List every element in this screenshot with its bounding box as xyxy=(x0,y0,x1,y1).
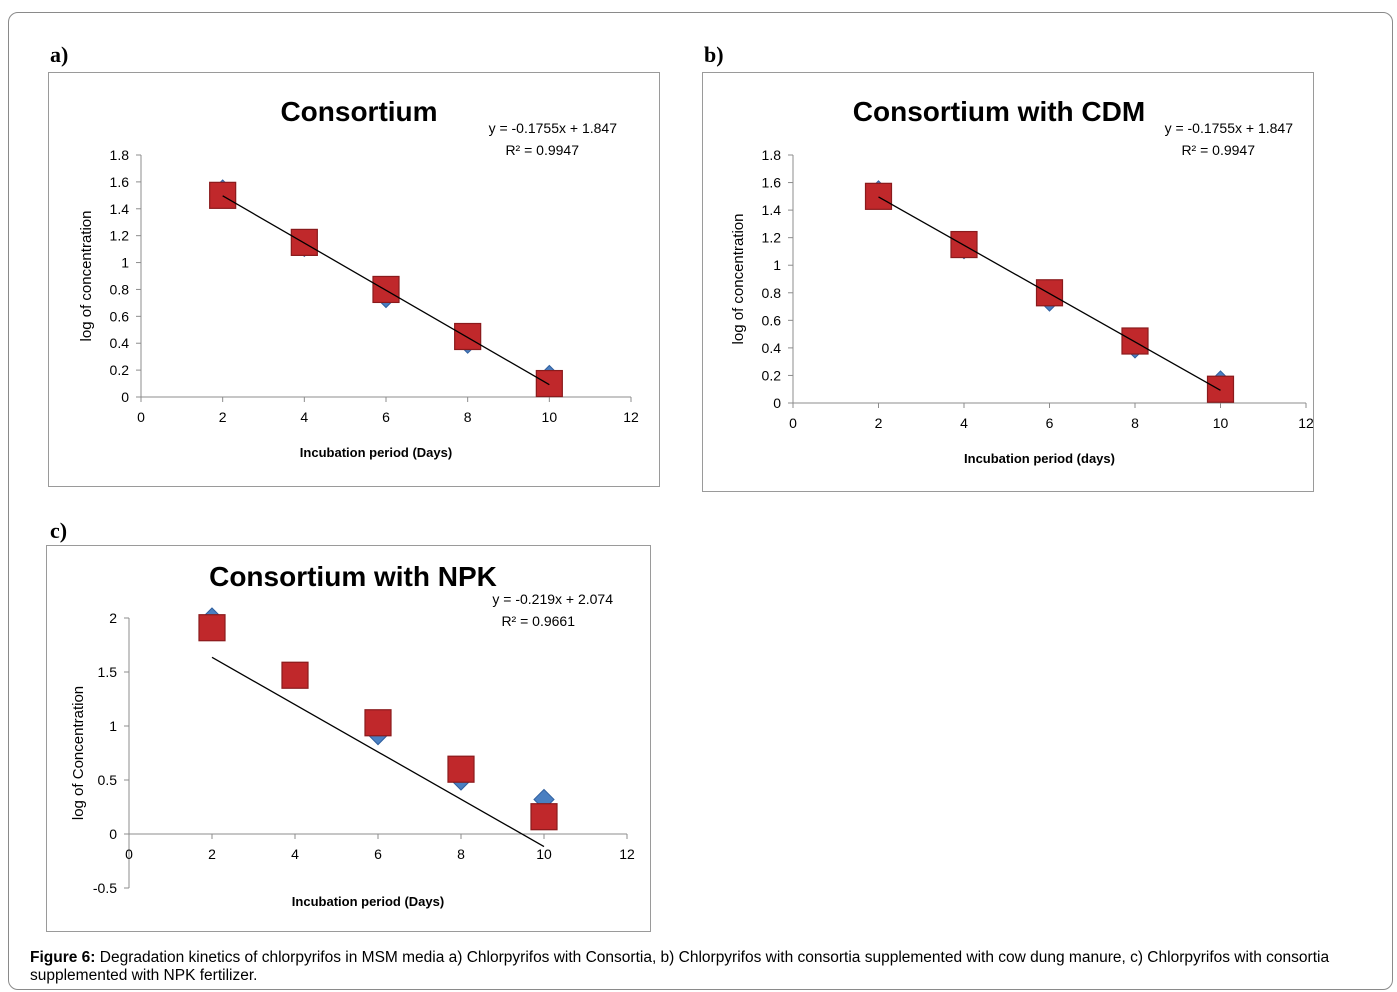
y-tick-label: 0.8 xyxy=(110,281,130,297)
y-axis-label: log of concentration xyxy=(78,211,95,342)
y-tick-label: 1.8 xyxy=(762,147,782,163)
y-tick-label: 1 xyxy=(109,718,117,734)
y-tick-label: 0.4 xyxy=(762,340,782,356)
panel-label-b: b) xyxy=(704,42,724,67)
x-tick-label: 12 xyxy=(1298,415,1314,431)
x-tick-label: 8 xyxy=(457,846,465,862)
y-tick-label: 1.8 xyxy=(110,147,130,163)
y-tick-label: 1.2 xyxy=(762,230,782,246)
y-tick-label: 0.8 xyxy=(762,285,782,301)
x-axis-label: Incubation period (Days) xyxy=(300,445,452,460)
x-tick-label: 0 xyxy=(137,409,145,425)
x-tick-label: 4 xyxy=(291,846,299,862)
trendline-equation: y = -0.1755x + 1.847 xyxy=(1165,120,1294,136)
square-point xyxy=(1121,327,1149,355)
x-tick-label: 12 xyxy=(623,409,639,425)
chart-b-svg: Consortium with CDM y = -0.1755x + 1.847 R… xyxy=(730,96,1314,466)
trendline-equation: y = -0.219x + 2.074 xyxy=(492,591,613,607)
square-point xyxy=(864,182,893,210)
panel-label-c: c) xyxy=(50,518,68,543)
y-tick-label: 1.4 xyxy=(762,202,782,218)
square-point xyxy=(454,322,482,351)
y-axis-label: log of Concentration xyxy=(70,686,87,820)
chart-title: Consortium with CDM xyxy=(853,96,1145,127)
y-tick-label: 0 xyxy=(121,389,129,405)
chart-b: Consortium with CDM y = -0.1755x + 1.847 R… xyxy=(702,72,1314,492)
square-point xyxy=(535,369,563,398)
y-tick-label: 0.6 xyxy=(110,308,130,324)
y-axis-label: log of concentration xyxy=(730,214,747,345)
x-tick-label: 8 xyxy=(1131,415,1139,431)
square-point xyxy=(530,803,558,831)
chart-title: Consortium with NPK xyxy=(209,561,497,592)
caption-text: Degradation kinetics of chlorpyrifos in … xyxy=(30,949,1330,984)
x-tick-label: 4 xyxy=(300,409,308,425)
x-tick-label: 12 xyxy=(619,846,635,862)
y-tick-label: 1 xyxy=(773,257,781,273)
y-tick-label: 1.6 xyxy=(762,175,782,191)
y-tick-label: 0.2 xyxy=(110,362,130,378)
y-tick-label: 0.4 xyxy=(110,335,130,351)
x-tick-label: 2 xyxy=(219,409,227,425)
caption-label: Figure 6: xyxy=(30,949,96,966)
chart-title: Consortium xyxy=(280,96,437,127)
y-tick-label: 2 xyxy=(109,610,117,626)
chart-a-svg: Consortium y = -0.1755x + 1.847 R² = 0.994… xyxy=(78,96,639,460)
x-tick-label: 8 xyxy=(464,409,472,425)
x-tick-label: 10 xyxy=(1213,415,1229,431)
y-tick-label: 1.4 xyxy=(110,201,130,217)
linear-trendline xyxy=(878,196,1221,391)
x-tick-label: 6 xyxy=(382,409,390,425)
x-tick-label: 6 xyxy=(374,846,382,862)
y-tick-label: 0.6 xyxy=(762,312,782,328)
x-tick-label: 2 xyxy=(875,415,883,431)
y-tick-label: 0.5 xyxy=(98,772,118,788)
figure-frame xyxy=(8,12,1393,990)
linear-trendline xyxy=(222,195,550,386)
y-tick-label: 1.6 xyxy=(110,174,130,190)
trendline-equation: y = -0.1755x + 1.847 xyxy=(489,120,618,136)
linear-trendline xyxy=(211,656,545,848)
y-tick-label: 1.5 xyxy=(98,664,118,680)
y-tick-label: -0.5 xyxy=(93,880,117,896)
x-tick-label: 0 xyxy=(789,415,797,431)
chart-c: Consortium with NPK y = -0.219x + 2.074 R²… xyxy=(46,545,651,932)
square-point xyxy=(447,755,475,783)
x-axis-label: Incubation period (Days) xyxy=(292,894,444,909)
square-point xyxy=(281,661,309,689)
square-point xyxy=(372,275,400,304)
square-point xyxy=(1206,375,1235,403)
x-tick-label: 6 xyxy=(1046,415,1054,431)
square-point xyxy=(198,614,226,642)
square-point xyxy=(209,181,237,209)
chart-a: Consortium y = -0.1755x + 1.847 R² = 0.994… xyxy=(48,72,660,487)
x-tick-label: 0 xyxy=(125,846,133,862)
x-tick-label: 10 xyxy=(536,846,552,862)
trendline-r-squared: R² = 0.9947 xyxy=(1181,142,1255,158)
x-tick-label: 4 xyxy=(960,415,968,431)
y-tick-label: 1 xyxy=(121,255,129,271)
panel-label-a: a) xyxy=(50,42,69,67)
x-axis-label: Incubation period (days) xyxy=(964,451,1115,466)
y-tick-label: 0.2 xyxy=(762,367,782,383)
y-tick-label: 0 xyxy=(773,395,781,411)
y-tick-label: 1.2 xyxy=(110,228,130,244)
trendline-r-squared: R² = 0.9661 xyxy=(501,613,575,629)
x-tick-label: 2 xyxy=(208,846,216,862)
x-tick-label: 10 xyxy=(542,409,558,425)
trendline-r-squared: R² = 0.9947 xyxy=(505,142,579,158)
y-tick-label: 0 xyxy=(109,826,117,842)
figure-caption: Figure 6: Degradation kinetics of chlorp… xyxy=(30,949,1385,985)
square-point xyxy=(364,709,392,737)
square-point xyxy=(1035,279,1064,307)
